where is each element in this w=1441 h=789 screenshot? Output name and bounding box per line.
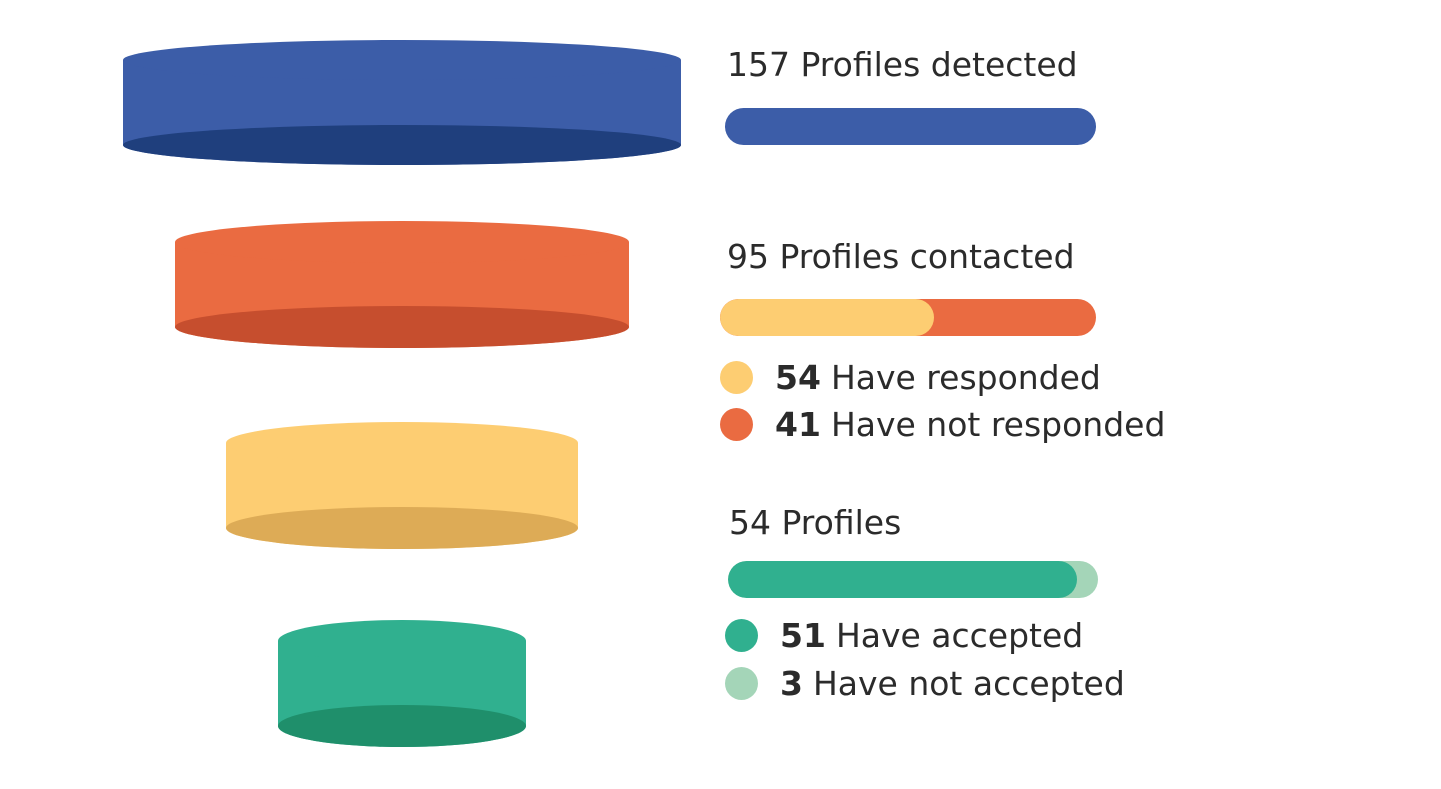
funnel-layer-shadow — [226, 507, 578, 549]
stage-title-profiles: 54 Profiles — [729, 503, 902, 542]
legend-item-accepted: 51 Have accepted — [725, 619, 1083, 652]
legend-count: 3 — [780, 664, 803, 703]
progress-bar-contacted — [720, 299, 1096, 336]
legend-item-responded: 54 Have responded — [720, 361, 1101, 394]
funnel-layer-top — [175, 221, 629, 263]
progress-bar-fill — [720, 299, 934, 336]
funnel-layer-shadow — [278, 705, 526, 747]
not-accepted-dot-icon — [725, 667, 758, 700]
legend-label: Have not responded — [830, 405, 1166, 444]
funnel-layer-top — [278, 620, 526, 662]
funnel-layer-shadow — [175, 306, 629, 348]
not-responded-dot-icon — [720, 408, 753, 441]
funnel-layer-contacted — [175, 221, 629, 348]
funnel-layer-top — [123, 40, 681, 80]
funnel-layer-detected — [123, 40, 681, 165]
legend-label: Have responded — [830, 358, 1101, 397]
legend-label: Have not accepted — [812, 664, 1125, 703]
stage-title-detected: 157 Profiles detected — [727, 45, 1078, 84]
funnel-layer-shadow — [123, 125, 681, 165]
legend-count: 51 — [780, 616, 826, 655]
progress-bar-accepted — [728, 561, 1098, 598]
funnel-layer-top — [226, 422, 578, 464]
progress-bar-detected — [725, 108, 1096, 145]
legend-count: 41 — [775, 405, 821, 444]
accepted-dot-icon — [725, 619, 758, 652]
legend-item-not-responded: 41 Have not responded — [720, 408, 1165, 441]
funnel-layer-accepted — [278, 620, 526, 747]
legend-count: 54 — [775, 358, 821, 397]
funnel-layer-responded — [226, 422, 578, 549]
stage-title-contacted: 95 Profiles contacted — [727, 237, 1075, 276]
progress-bar-fill — [728, 561, 1078, 598]
legend-label: Have accepted — [835, 616, 1084, 655]
responded-dot-icon — [720, 361, 753, 394]
legend-item-not-accepted: 3 Have not accepted — [725, 667, 1125, 700]
